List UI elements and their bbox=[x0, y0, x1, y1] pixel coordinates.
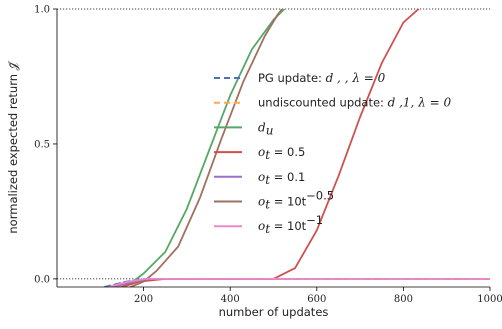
x-tick-label-1000: 1000 bbox=[477, 294, 502, 305]
y-axis-label: normalized expected return 𝒥̄ bbox=[6, 59, 20, 233]
y-axis-label-text: normalized expected return 𝒥̄ bbox=[6, 59, 20, 233]
legend: PG update: d , , λ = 0 undiscounted updat… bbox=[214, 71, 451, 236]
series-line-5 bbox=[129, 9, 284, 287]
y-tick-label-0: 0.0 bbox=[34, 274, 50, 285]
x-axis-label: number of updates bbox=[219, 305, 329, 319]
legend-entry-4: ot = 0.1 bbox=[258, 170, 305, 187]
x-tick-label-600: 600 bbox=[307, 294, 326, 305]
axes-layer: 200 400 600 800 1000 0.0 0.5 1.0 bbox=[34, 5, 502, 306]
series-layer bbox=[103, 9, 490, 287]
legend-entry-1: undiscounted update: d ,1, λ = 0 bbox=[258, 96, 451, 110]
plot-area bbox=[57, 8, 490, 280]
series-line-4 bbox=[112, 278, 490, 287]
series-line-0 bbox=[103, 278, 490, 287]
x-tick-label-400: 400 bbox=[221, 294, 240, 305]
y-tick-label-0.5: 0.5 bbox=[34, 139, 50, 150]
legend-entry-0: PG update: d , , λ = 0 bbox=[258, 71, 386, 85]
series-line-1 bbox=[116, 278, 490, 287]
legend-entry-6: ot = 10t−1 bbox=[258, 213, 323, 236]
legend-entry-2: du bbox=[258, 120, 273, 137]
legend-entry-5: ot = 10t−0.5 bbox=[258, 189, 334, 212]
y-tick-label-1: 1.0 bbox=[34, 5, 50, 16]
x-tick-label-200: 200 bbox=[134, 294, 153, 305]
series-line-2 bbox=[121, 9, 286, 287]
series-line-6 bbox=[108, 278, 490, 287]
legend-entry-3: ot = 0.5 bbox=[258, 145, 305, 162]
x-tick-label-800: 800 bbox=[394, 294, 413, 305]
